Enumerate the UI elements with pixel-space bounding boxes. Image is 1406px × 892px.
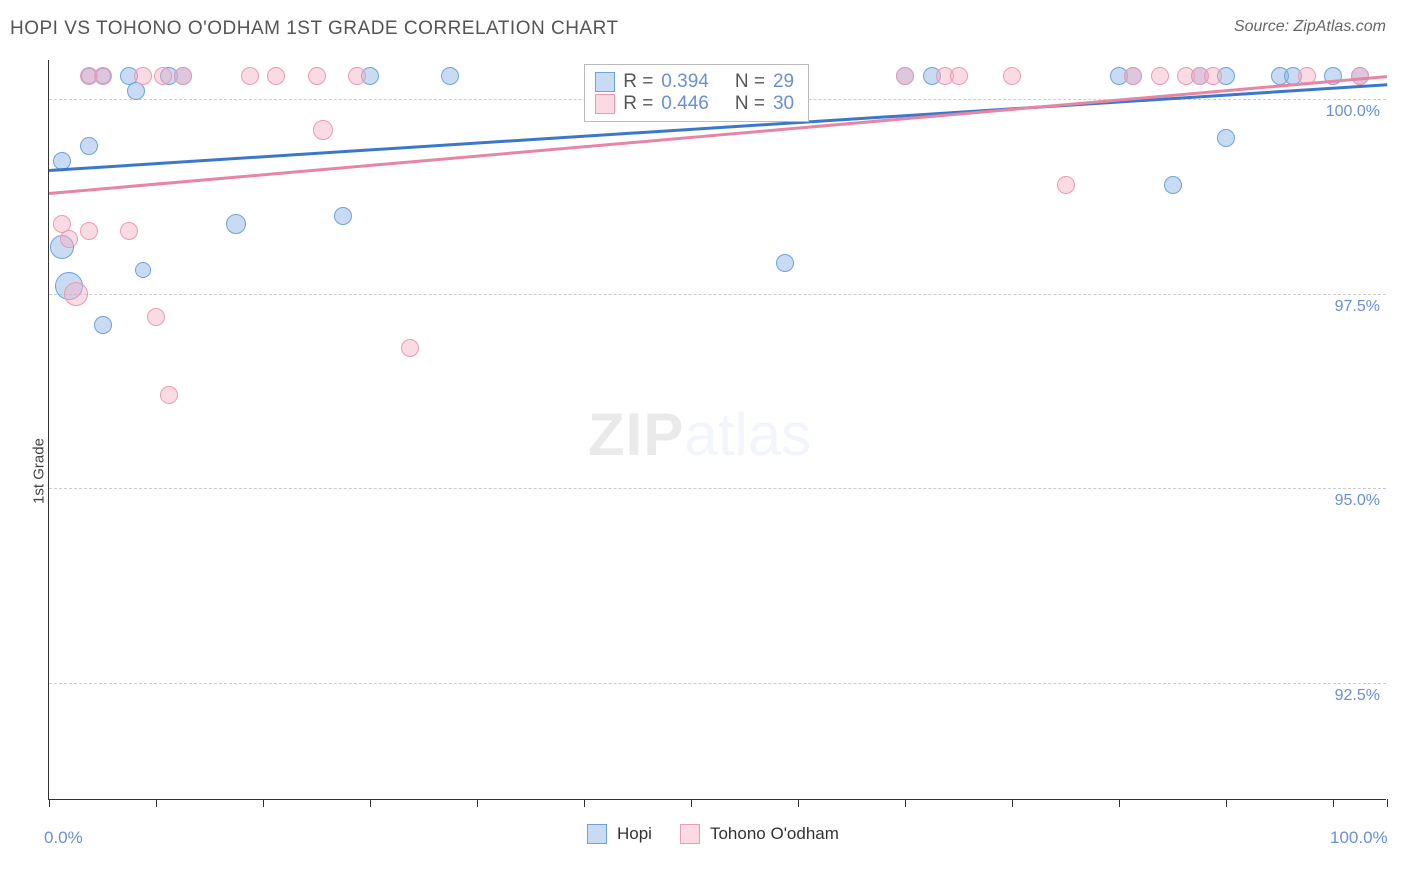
point-hopi — [135, 262, 151, 278]
point-tohono — [1151, 67, 1169, 85]
point-tohono — [267, 67, 285, 85]
y-axis-label: 1st Grade — [30, 438, 47, 504]
legend-swatch — [595, 94, 615, 114]
point-tohono — [241, 67, 259, 85]
legend-n-value: 30 — [773, 93, 794, 115]
legend-swatch — [680, 824, 700, 844]
y-tick-label: 92.5% — [1335, 687, 1380, 705]
point-hopi — [80, 137, 98, 155]
point-hopi — [226, 214, 246, 234]
point-hopi — [127, 82, 145, 100]
legend-stats-row: R = 0.446 N = 30 — [595, 93, 794, 115]
x-tick — [905, 799, 906, 807]
point-tohono — [80, 222, 98, 240]
point-hopi — [1217, 129, 1235, 147]
chart-source: Source: ZipAtlas.com — [1234, 18, 1386, 36]
watermark-zip: ZIP — [588, 401, 684, 468]
legend-r-prefix: R = — [623, 71, 653, 93]
x-tick — [798, 799, 799, 807]
point-tohono — [60, 230, 78, 248]
y-tick-label: 97.5% — [1335, 298, 1380, 316]
point-tohono — [1351, 67, 1369, 85]
x-tick — [1012, 799, 1013, 807]
chart-header: HOPI VS TOHONO O'ODHAM 1ST GRADE CORRELA… — [10, 18, 1396, 48]
point-tohono — [313, 120, 333, 140]
point-hopi — [441, 67, 459, 85]
point-tohono — [94, 67, 112, 85]
x-tick — [1226, 799, 1227, 807]
point-tohono — [154, 67, 172, 85]
point-tohono — [401, 339, 419, 357]
point-hopi — [94, 316, 112, 334]
point-tohono — [896, 67, 914, 85]
point-tohono — [1124, 67, 1142, 85]
point-tohono — [950, 67, 968, 85]
y-tick-label: 100.0% — [1326, 103, 1380, 121]
legend-stats-row: R = 0.394 N = 29 — [595, 71, 794, 93]
point-hopi — [776, 254, 794, 272]
legend-bottom: Hopi Tohono O'odham — [587, 824, 857, 844]
chart-title: HOPI VS TOHONO O'ODHAM 1ST GRADE CORRELA… — [10, 18, 619, 39]
legend-n-prefix: N = — [735, 93, 765, 115]
x-tick-label: 100.0% — [1330, 828, 1388, 848]
point-tohono — [1057, 176, 1075, 194]
x-tick — [1333, 799, 1334, 807]
point-tohono — [1204, 67, 1222, 85]
watermark: ZIPatlas — [588, 400, 811, 469]
point-tohono — [134, 67, 152, 85]
x-tick — [370, 799, 371, 807]
chart-area: 1st Grade ZIPatlas 92.5% 95.0% 97.5% 100.0%… — [0, 50, 1406, 892]
y-tick-label: 95.0% — [1335, 492, 1380, 510]
x-tick — [1119, 799, 1120, 807]
legend-swatch — [595, 72, 615, 92]
legend-r-value: 0.446 — [661, 93, 709, 115]
grid-line — [49, 488, 1386, 489]
x-tick — [263, 799, 264, 807]
x-tick — [49, 799, 50, 807]
legend-r-value: 0.394 — [661, 71, 709, 93]
point-tohono — [174, 67, 192, 85]
point-hopi — [334, 207, 352, 225]
point-hopi — [1164, 176, 1182, 194]
point-tohono — [1003, 67, 1021, 85]
point-tohono — [120, 222, 138, 240]
legend-stats: R = 0.394 N = 29 R = 0.446 N = 30 — [584, 64, 809, 122]
point-tohono — [348, 67, 366, 85]
point-tohono — [147, 308, 165, 326]
legend-label: Tohono O'odham — [710, 824, 839, 844]
legend-label: Hopi — [617, 824, 652, 844]
x-tick — [1387, 799, 1388, 807]
watermark-atlas: atlas — [684, 401, 811, 468]
x-tick — [477, 799, 478, 807]
legend-n-value: 29 — [773, 71, 794, 93]
legend-r-prefix: R = — [623, 93, 653, 115]
grid-line — [49, 294, 1386, 295]
point-tohono — [160, 386, 178, 404]
x-tick-label: 0.0% — [44, 828, 83, 848]
x-tick — [691, 799, 692, 807]
grid-line — [49, 683, 1386, 684]
point-tohono — [64, 282, 88, 306]
x-tick — [156, 799, 157, 807]
plot-region: ZIPatlas 92.5% 95.0% 97.5% 100.0% R = 0.394 N … — [48, 60, 1386, 800]
legend-n-prefix: N = — [735, 71, 765, 93]
point-tohono — [308, 67, 326, 85]
x-tick — [584, 799, 585, 807]
legend-swatch — [587, 824, 607, 844]
